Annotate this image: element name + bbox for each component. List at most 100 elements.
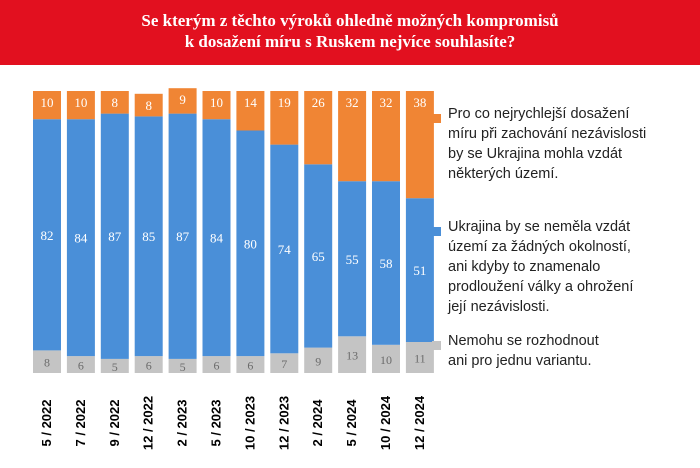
data-label-s0-0: 8 bbox=[44, 356, 50, 370]
legend-swatch-0 bbox=[432, 114, 441, 123]
data-label-s2-8: 26 bbox=[312, 95, 326, 110]
data-label-s2-9: 32 bbox=[346, 95, 359, 110]
data-label-s2-10: 32 bbox=[380, 95, 393, 110]
x-tick-label-6: 10 / 2023 bbox=[242, 396, 257, 450]
bar-segment-s0-9 bbox=[338, 336, 367, 373]
legend-line-2-0: Nemohu se rozhodnout bbox=[448, 333, 599, 349]
data-label-s0-8: 9 bbox=[315, 354, 321, 368]
bar-segment-s0-0 bbox=[33, 350, 61, 373]
data-label-s2-3: 8 bbox=[145, 98, 152, 113]
x-tick-label-5: 5 / 2023 bbox=[209, 400, 224, 447]
data-label-s0-5: 6 bbox=[214, 359, 220, 373]
legend-item-1: Ukrajina by se neměla vzdát území za žádn… bbox=[448, 217, 693, 317]
chart-title-line-1: Se kterým z těchto výroků ohledně možnýc… bbox=[141, 11, 559, 30]
legend-item-0: Pro co nejrychlejší dosažení míru při zac… bbox=[448, 104, 693, 184]
data-label-s1-8: 65 bbox=[312, 249, 325, 264]
legend-line-0-3: některých území. bbox=[448, 166, 559, 182]
bar-segment-s2-5 bbox=[202, 91, 231, 120]
data-label-s1-10: 58 bbox=[380, 256, 393, 271]
data-label-s1-6: 80 bbox=[244, 236, 257, 251]
bar-segment-s2-0 bbox=[33, 91, 61, 120]
bar-segment-s1-9 bbox=[338, 181, 367, 337]
bar-segment-s2-9 bbox=[338, 91, 367, 182]
data-label-s0-1: 6 bbox=[78, 359, 84, 373]
bar-segment-s0-10 bbox=[372, 344, 400, 373]
bar-segment-s1-2 bbox=[100, 113, 129, 359]
data-label-s2-2: 8 bbox=[112, 95, 119, 110]
data-label-s0-9: 13 bbox=[346, 349, 358, 363]
data-label-s1-5: 84 bbox=[210, 231, 224, 246]
legend-line-1-0: Ukrajina by se neměla vzdát bbox=[448, 219, 631, 235]
data-label-s1-3: 85 bbox=[142, 229, 155, 244]
bar-segment-s0-11 bbox=[405, 342, 434, 373]
bar-segment-s1-8 bbox=[304, 164, 333, 348]
data-label-s0-11: 11 bbox=[414, 352, 426, 366]
data-label-s0-2: 5 bbox=[112, 360, 118, 374]
legend-line-0-1: míru při zachování nezávislosti bbox=[448, 126, 647, 142]
x-tick-label-2: 9 / 2022 bbox=[107, 400, 122, 447]
bar-segment-s2-1 bbox=[66, 91, 95, 120]
data-label-s1-9: 55 bbox=[346, 252, 359, 267]
data-label-s0-3: 6 bbox=[146, 359, 152, 373]
bar-segment-s0-4 bbox=[168, 358, 197, 373]
data-label-s0-10: 10 bbox=[380, 353, 392, 367]
data-label-s1-2: 87 bbox=[108, 229, 122, 244]
bar-segment-s2-6 bbox=[236, 91, 265, 131]
bar-segment-s1-6 bbox=[236, 130, 265, 357]
bar-segment-s2-3 bbox=[134, 93, 163, 117]
data-label-s2-11: 38 bbox=[413, 95, 426, 110]
bar-segment-s1-7 bbox=[270, 144, 299, 354]
legend-line-1-2: ani kdyby to znamenalo bbox=[448, 259, 601, 275]
bar-segment-s1-3 bbox=[134, 116, 163, 357]
data-label-s0-6: 6 bbox=[247, 359, 253, 373]
legend-line-1-3: prodloužení války a ohrožení bbox=[448, 279, 634, 295]
x-tick-label-10: 10 / 2024 bbox=[378, 395, 393, 450]
bar-segment-s0-2 bbox=[100, 358, 129, 373]
legend-line-1-1: území za žádných okolností, bbox=[448, 239, 631, 255]
data-label-s2-5: 10 bbox=[210, 95, 223, 110]
bar-segment-s2-2 bbox=[100, 91, 129, 114]
x-tick-label-0: 5 / 2022 bbox=[39, 400, 54, 447]
bar-segment-s2-8 bbox=[304, 91, 333, 165]
legend-line-1-4: její nezávislosti. bbox=[448, 299, 550, 315]
data-label-s2-0: 10 bbox=[41, 95, 54, 110]
bar-segment-s1-4 bbox=[168, 113, 197, 359]
legend-swatch-1 bbox=[432, 227, 441, 236]
bar-segment-s0-6 bbox=[236, 356, 265, 373]
bar-segment-s0-5 bbox=[202, 356, 231, 373]
data-label-s1-4: 87 bbox=[176, 229, 190, 244]
x-tick-label-11: 12 / 2024 bbox=[412, 395, 427, 450]
data-label-s2-4: 9 bbox=[179, 92, 186, 107]
data-label-s0-4: 5 bbox=[180, 360, 186, 374]
legend-item-2: Nemohu se rozhodnout ani pro jednu varian… bbox=[448, 331, 693, 371]
bar-segment-s2-4 bbox=[168, 88, 197, 114]
x-tick-label-9: 5 / 2024 bbox=[344, 399, 359, 447]
bar-segment-s1-10 bbox=[372, 181, 400, 345]
data-label-s2-6: 14 bbox=[244, 95, 258, 110]
legend-line-0-0: Pro co nejrychlejší dosažení bbox=[448, 106, 630, 122]
bar-segment-s0-8 bbox=[304, 347, 333, 373]
bar-segment-s1-11 bbox=[405, 198, 434, 342]
legend-line-0-2: by se Ukrajina mohla vzdát bbox=[448, 146, 623, 162]
bar-segment-s2-10 bbox=[372, 91, 400, 182]
bar-segment-s1-0 bbox=[33, 119, 61, 351]
bar-segment-s0-1 bbox=[66, 356, 95, 373]
legend-swatch-2 bbox=[432, 341, 441, 350]
data-label-s2-1: 10 bbox=[74, 95, 87, 110]
legend-line-2-1: ani pro jednu variantu. bbox=[448, 353, 592, 369]
bar-segment-s1-1 bbox=[66, 119, 95, 357]
data-label-s1-0: 82 bbox=[41, 228, 54, 243]
data-label-s1-1: 84 bbox=[74, 231, 88, 246]
bar-segment-s2-11 bbox=[405, 91, 434, 199]
x-tick-label-8: 2 / 2024 bbox=[310, 399, 325, 447]
data-label-s1-7: 74 bbox=[278, 242, 292, 257]
data-label-s2-7: 19 bbox=[278, 95, 291, 110]
bar-segment-s0-3 bbox=[134, 356, 163, 373]
bar-segment-s0-7 bbox=[270, 353, 299, 373]
bar-segment-s1-5 bbox=[202, 119, 231, 357]
x-tick-label-1: 7 / 2022 bbox=[73, 400, 88, 447]
x-tick-label-4: 2 / 2023 bbox=[175, 400, 190, 447]
title-banner: Se kterým z těchto výroků ohledně možnýc… bbox=[0, 0, 700, 65]
data-label-s1-11: 51 bbox=[413, 263, 426, 278]
x-tick-label-3: 12 / 2022 bbox=[141, 396, 156, 450]
